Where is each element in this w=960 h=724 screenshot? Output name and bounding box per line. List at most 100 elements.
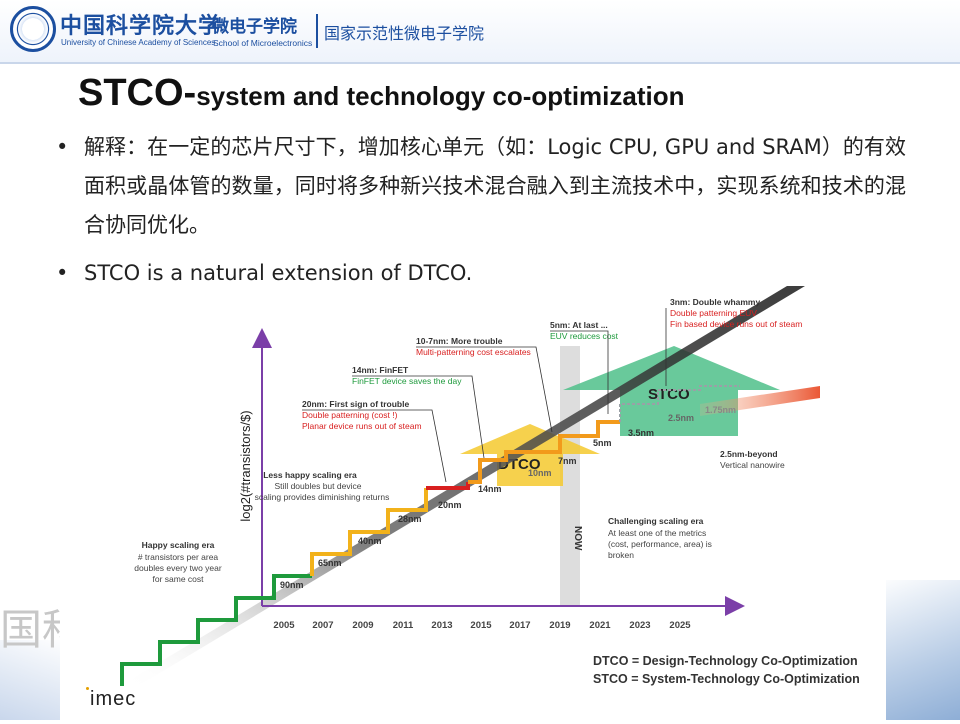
note-title: Less happy scaling era xyxy=(263,470,357,480)
university-name-cn: 中国科学院大学 xyxy=(60,13,222,39)
note-line: (cost, performance, area) is xyxy=(608,539,712,549)
title-sub: system and technology co-optimization xyxy=(196,81,685,111)
imec-logo: imec xyxy=(90,688,137,710)
note-title: 3nm: Double whammy xyxy=(670,297,760,307)
year-tick: 2005 xyxy=(273,620,295,631)
note-title: 2.5nm-beyond xyxy=(720,449,778,459)
note-challenging: Challenging scaling era At least one of … xyxy=(608,516,712,560)
stco-arrow xyxy=(563,346,780,436)
node-label: 20nm xyxy=(438,500,462,510)
staircase-orange xyxy=(468,420,620,484)
red-glow-band xyxy=(700,386,820,416)
note-5nm: 5nm: At last ... EUV reduces cost xyxy=(550,320,619,414)
university-name-en: University of Chinese Academy of Science… xyxy=(61,38,216,47)
note-10nm: 10-7nm: More trouble Multi-patterning co… xyxy=(416,336,553,433)
node-label: 65nm xyxy=(318,558,342,568)
year-tick: 2023 xyxy=(629,620,650,631)
staircase-yellow xyxy=(310,488,428,576)
note-line: Vertical nanowire xyxy=(720,460,785,470)
roadmap-diagram: NOW DTCO STCO log2(#transistors/$) 2005 … xyxy=(120,286,820,686)
node-label: 14nm xyxy=(478,484,502,494)
note-line: Double patterning EUV xyxy=(670,308,757,318)
node-label: 10nm xyxy=(528,468,552,478)
node-labels: 90nm 65nm 40nm 28nm 20nm 14nm 10nm 7nm 5… xyxy=(280,405,736,590)
school-name-cn: 微电子学院 xyxy=(212,17,297,37)
school-name-en: School of Microelectronics xyxy=(213,38,313,48)
year-tick: 2013 xyxy=(431,620,452,631)
y-axis-label: log2(#transistors/$) xyxy=(238,410,253,521)
year-tick: 2019 xyxy=(549,620,570,631)
note-3nm: 3nm: Double whammy Double patterning EUV… xyxy=(665,297,802,386)
now-label: NOW xyxy=(572,526,583,551)
note-title: Challenging scaling era xyxy=(608,516,704,526)
background-swoosh xyxy=(0,640,70,720)
now-band xyxy=(560,346,580,606)
year-tick: 2007 xyxy=(312,620,333,631)
note-line: At least one of the metrics xyxy=(608,528,706,538)
stco-label: STCO xyxy=(648,386,690,403)
legend-dtco: DTCO = Design-Technology Co-Optimization xyxy=(593,654,858,668)
note-title: 20nm: First sign of trouble xyxy=(302,399,409,409)
year-tick: 2021 xyxy=(589,620,611,631)
note-14nm: 14nm: FinFET FinFET device saves the day xyxy=(352,365,485,459)
slide-title: STCO-system and technology co-optimizati… xyxy=(78,72,685,115)
scaling-roadmap-figure: NOW DTCO STCO log2(#transistors/$) 2005 … xyxy=(60,286,886,720)
imec-logo-dot xyxy=(86,687,89,690)
header-divider xyxy=(316,14,318,48)
note-line: Multi-patterning cost escalates xyxy=(416,347,531,357)
title-main: STCO- xyxy=(78,72,197,114)
node-label: 40nm xyxy=(358,536,382,546)
bullet-dot: • xyxy=(56,135,69,159)
node-label: 3.5nm xyxy=(628,428,654,438)
year-tick: 2015 xyxy=(470,620,492,631)
note-line: Planar device runs out of steam xyxy=(302,421,422,431)
university-seal-logo xyxy=(10,6,56,52)
year-tick: 2017 xyxy=(509,620,530,631)
note-less-happy: Less happy scaling era Still doubles but… xyxy=(255,470,390,502)
note-line: EUV reduces cost xyxy=(550,331,619,341)
note-title: Happy scaling era xyxy=(142,540,215,550)
note-leader xyxy=(416,346,553,433)
year-tick-labels: 2005 2007 2009 2011 2013 2015 2017 2019 … xyxy=(273,620,691,631)
note-line: Fin based device runs out of steam xyxy=(670,319,802,329)
bullet-extension: • STCO is a natural extension of DTCO. xyxy=(56,258,472,288)
figure-legend: DTCO = Design-Technology Co-Optimization… xyxy=(593,652,860,688)
note-line: Double patterning (cost !) xyxy=(302,410,398,420)
bullet-text: STCO is a natural extension of DTCO. xyxy=(84,261,473,285)
note-line: broken xyxy=(608,550,634,560)
node-label: 90nm xyxy=(280,580,304,590)
node-label: 7nm xyxy=(558,456,577,466)
note-title: 10-7nm: More trouble xyxy=(416,336,503,346)
note-leader xyxy=(302,409,447,483)
node-label: 28nm xyxy=(398,514,422,524)
year-tick: 2011 xyxy=(393,620,414,631)
staircase-green-upper xyxy=(262,574,312,600)
header-banner: 中国科学院大学 University of Chinese Academy of… xyxy=(0,0,960,62)
note-happy: Happy scaling era # transistors per area… xyxy=(134,540,222,584)
node-label: 2.5nm xyxy=(668,413,694,423)
header-rule xyxy=(0,62,960,64)
note-beyond: 2.5nm-beyond Vertical nanowire xyxy=(720,449,785,470)
dtco-arrow xyxy=(460,424,600,486)
note-line: for same cost xyxy=(152,574,204,584)
staircase-future xyxy=(619,385,740,422)
national-school-label: 国家示范性微电子学院 xyxy=(324,24,485,43)
bullet-explanation: • 解释：在一定的芯片尺寸下，增加核心单元（如：Logic CPU, GPU a… xyxy=(56,128,906,245)
note-line: FinFET device saves the day xyxy=(352,376,462,386)
note-title: 14nm: FinFET xyxy=(352,365,409,375)
bullet-dot: • xyxy=(56,261,69,285)
node-label: 5nm xyxy=(593,438,612,448)
note-line: # transistors per area xyxy=(138,552,219,562)
note-title: 5nm: At last ... xyxy=(550,320,608,330)
year-tick: 2025 xyxy=(669,620,691,631)
year-tick: 2009 xyxy=(352,620,373,631)
node-label: 1.75nm xyxy=(705,405,736,415)
note-leader xyxy=(550,330,609,414)
note-line: Still doubles but device xyxy=(275,481,362,491)
staircase-green-lower xyxy=(120,596,262,686)
note-leader xyxy=(352,375,485,459)
note-20nm: 20nm: First sign of trouble Double patte… xyxy=(302,399,447,483)
note-line: doubles every two year xyxy=(134,563,222,573)
legend-stco: STCO = System-Technology Co-Optimization xyxy=(593,672,860,686)
bullet-text: 解释：在一定的芯片尺寸下，增加核心单元（如：Logic CPU, GPU and… xyxy=(84,135,906,237)
